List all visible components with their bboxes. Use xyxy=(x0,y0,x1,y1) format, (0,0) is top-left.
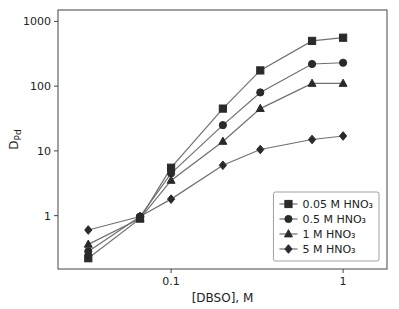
data-point xyxy=(308,60,315,67)
data-point xyxy=(339,132,346,141)
y-axis-label: DPd xyxy=(7,129,23,149)
y-tick xyxy=(54,21,58,22)
data-point xyxy=(308,135,315,144)
data-point xyxy=(136,212,143,221)
data-point xyxy=(257,67,264,74)
data-point xyxy=(256,104,264,111)
legend-label: 0.5 M HNO₃ xyxy=(302,213,366,226)
legend-label: 0.05 M HNO₃ xyxy=(302,198,373,211)
data-point xyxy=(85,226,92,235)
y-tick xyxy=(54,215,58,216)
data-point xyxy=(339,34,346,41)
data-point xyxy=(308,79,316,86)
plot-frame xyxy=(58,10,387,269)
legend-marker xyxy=(285,245,292,254)
y-tick-label: 1 xyxy=(44,210,51,223)
x-axis-label: [DBSO], M xyxy=(192,291,254,305)
data-point xyxy=(167,176,175,183)
data-point xyxy=(219,137,227,144)
x-tick xyxy=(343,269,344,273)
data-point xyxy=(257,89,264,96)
chart: 0.1 1 1 10 100 1000 [DBSO], M DPd 0.05 M HNO₃ 0.5… xyxy=(0,0,399,309)
data-point xyxy=(308,37,315,44)
y-tick xyxy=(54,150,58,151)
x-tick xyxy=(171,269,172,273)
y-tick-label: 100 xyxy=(30,80,51,93)
y-tick-label: 1000 xyxy=(23,15,51,28)
legend-frame xyxy=(273,192,379,261)
data-point xyxy=(167,195,174,204)
data-point xyxy=(219,161,226,170)
data-point xyxy=(219,122,226,129)
legend-marker xyxy=(285,215,292,222)
y-tick xyxy=(54,86,58,87)
legend-label: 1 M HNO₃ xyxy=(302,228,355,241)
legend-marker xyxy=(284,230,292,237)
data-point xyxy=(339,79,347,86)
data-point xyxy=(85,255,92,262)
y-tick-label: 10 xyxy=(37,145,51,158)
data-point xyxy=(219,105,226,112)
legend-label: 5 M HNO₃ xyxy=(302,243,355,256)
data-point xyxy=(339,59,346,66)
legend-marker xyxy=(285,200,292,207)
legend: 0.05 M HNO₃ 0.5 M HNO₃ 1 M HNO₃ 5 M HNO₃ xyxy=(273,192,379,261)
data-point xyxy=(84,240,92,247)
x-tick-label: 0.1 xyxy=(162,275,180,288)
data-point xyxy=(257,145,264,154)
data-point xyxy=(85,248,92,255)
x-tick-label: 1 xyxy=(340,275,347,288)
